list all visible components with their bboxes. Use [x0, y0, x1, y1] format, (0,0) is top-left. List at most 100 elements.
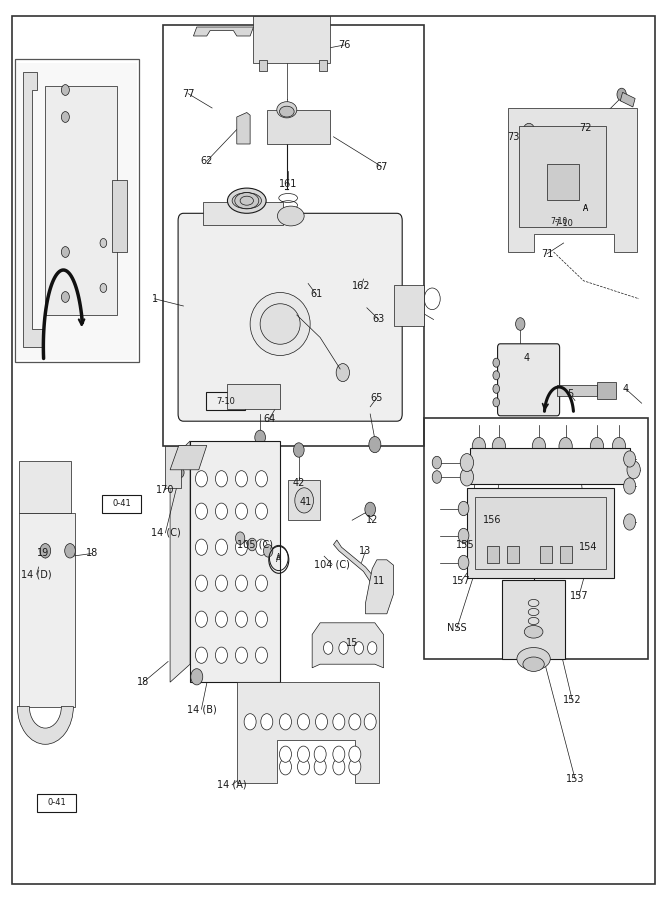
Circle shape	[279, 746, 291, 762]
Circle shape	[195, 471, 207, 487]
Circle shape	[333, 714, 345, 730]
Bar	[557, 385, 597, 396]
Bar	[203, 202, 283, 225]
Circle shape	[247, 538, 257, 551]
Circle shape	[336, 364, 350, 382]
Circle shape	[492, 437, 506, 455]
Text: 72: 72	[580, 122, 592, 133]
Bar	[267, 110, 330, 144]
Circle shape	[458, 501, 469, 516]
Text: 11: 11	[373, 575, 385, 586]
Ellipse shape	[523, 657, 544, 671]
Circle shape	[369, 436, 381, 453]
Ellipse shape	[517, 648, 550, 670]
Text: 65: 65	[371, 392, 383, 403]
Ellipse shape	[295, 488, 313, 513]
Bar	[394, 285, 424, 326]
Circle shape	[61, 112, 69, 122]
Circle shape	[215, 539, 227, 555]
Bar	[15, 58, 139, 362]
Bar	[19, 513, 75, 707]
Text: 19: 19	[37, 548, 49, 559]
Circle shape	[40, 544, 51, 558]
Circle shape	[559, 437, 572, 455]
Text: 0-41: 0-41	[112, 500, 131, 508]
Text: 63: 63	[373, 314, 385, 325]
Text: 77: 77	[182, 88, 194, 99]
Circle shape	[235, 532, 245, 544]
Circle shape	[612, 437, 626, 455]
FancyBboxPatch shape	[178, 213, 402, 421]
Polygon shape	[165, 446, 197, 488]
Text: A: A	[276, 554, 281, 562]
Circle shape	[617, 88, 626, 101]
Bar	[540, 546, 552, 562]
Circle shape	[195, 575, 207, 591]
Text: 162: 162	[352, 281, 371, 292]
Circle shape	[368, 642, 377, 654]
FancyBboxPatch shape	[498, 344, 560, 416]
Ellipse shape	[260, 304, 300, 344]
Bar	[288, 480, 320, 520]
Text: 67: 67	[376, 161, 388, 172]
Bar	[507, 546, 519, 562]
Text: A: A	[583, 204, 588, 213]
Circle shape	[523, 123, 535, 140]
Text: 152: 152	[563, 695, 582, 706]
Circle shape	[624, 514, 636, 530]
Ellipse shape	[250, 292, 310, 356]
Bar	[253, 16, 330, 63]
Bar	[502, 580, 565, 659]
Circle shape	[195, 539, 207, 555]
Bar	[544, 214, 583, 232]
Ellipse shape	[277, 206, 304, 226]
Circle shape	[297, 491, 311, 509]
Circle shape	[215, 471, 227, 487]
Text: 18: 18	[137, 677, 149, 688]
Polygon shape	[193, 27, 253, 36]
Text: 155: 155	[456, 539, 475, 550]
Bar	[102, 495, 141, 513]
Circle shape	[255, 647, 267, 663]
Text: 71: 71	[541, 248, 553, 259]
Circle shape	[61, 292, 69, 302]
Circle shape	[432, 471, 442, 483]
Circle shape	[354, 642, 364, 654]
Circle shape	[244, 714, 256, 730]
Ellipse shape	[232, 193, 261, 209]
Text: 7-10: 7-10	[216, 397, 235, 406]
Circle shape	[255, 611, 267, 627]
Bar	[259, 60, 267, 71]
Polygon shape	[170, 446, 207, 470]
Bar	[597, 382, 616, 399]
Circle shape	[255, 471, 267, 487]
Text: 18: 18	[86, 548, 98, 559]
Circle shape	[365, 502, 376, 517]
Polygon shape	[366, 560, 394, 614]
Ellipse shape	[227, 188, 266, 213]
Text: 14 (A): 14 (A)	[217, 779, 247, 790]
Circle shape	[493, 371, 500, 380]
Text: 64: 64	[263, 413, 275, 424]
Bar	[475, 497, 606, 569]
Bar	[206, 392, 245, 410]
Circle shape	[315, 714, 327, 730]
Circle shape	[339, 642, 348, 654]
Bar	[470, 448, 630, 484]
Circle shape	[195, 611, 207, 627]
Circle shape	[263, 544, 273, 557]
Bar	[57, 122, 110, 274]
Circle shape	[235, 611, 247, 627]
Circle shape	[399, 293, 418, 319]
Circle shape	[627, 461, 640, 479]
Circle shape	[323, 642, 333, 654]
Text: 157: 157	[570, 590, 588, 601]
Text: 161: 161	[279, 178, 297, 189]
Bar	[467, 488, 614, 578]
Text: 14 (C): 14 (C)	[151, 527, 180, 538]
Circle shape	[297, 746, 309, 762]
Circle shape	[235, 575, 247, 591]
Circle shape	[314, 746, 326, 762]
Circle shape	[255, 539, 267, 555]
Circle shape	[100, 238, 107, 248]
